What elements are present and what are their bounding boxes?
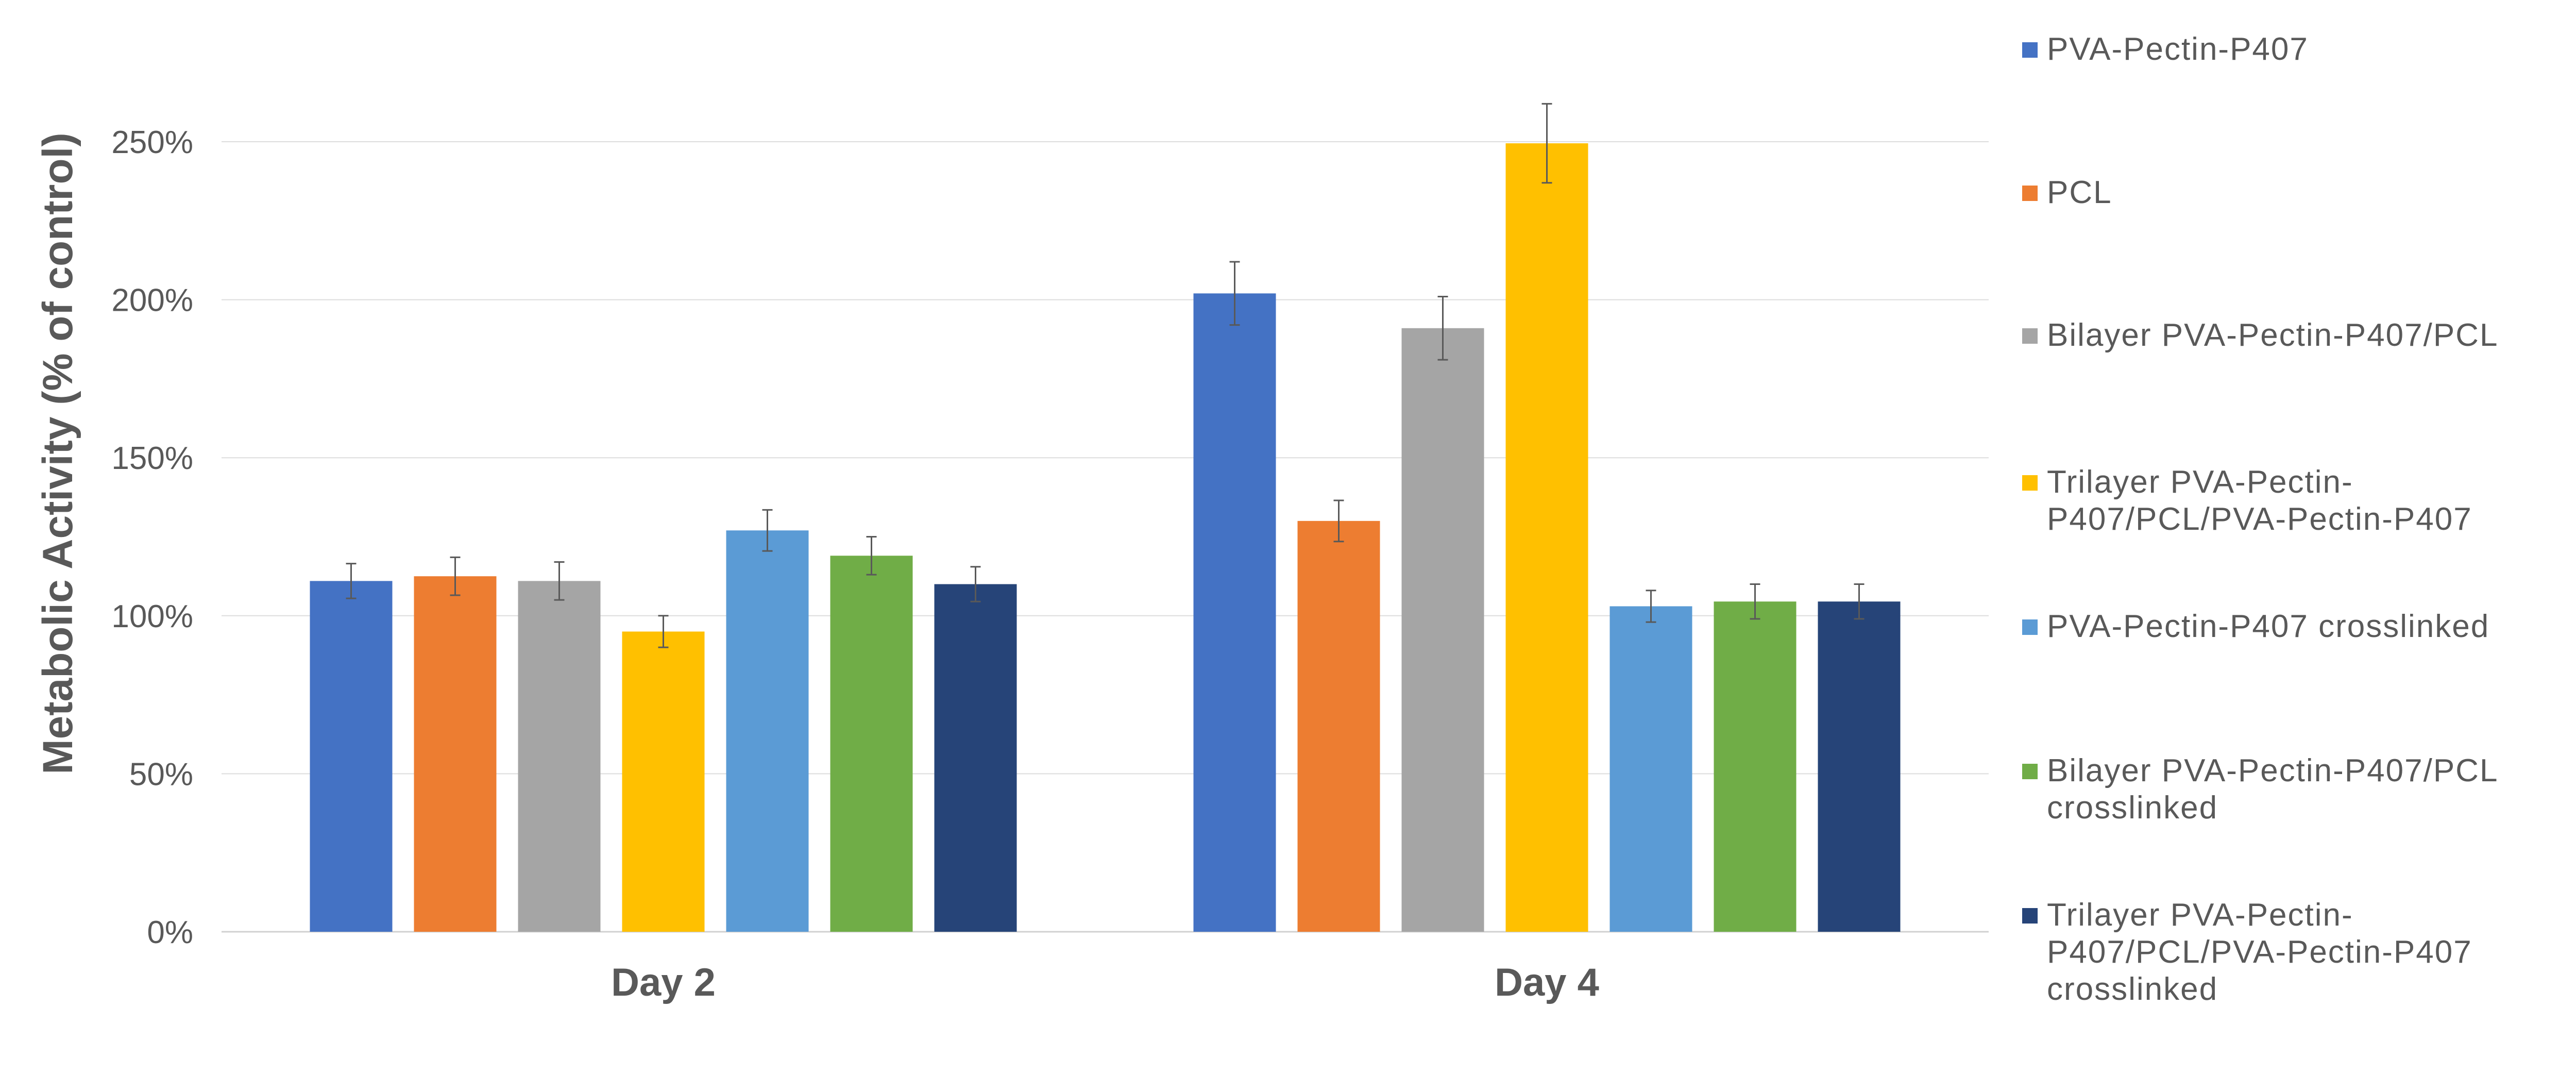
y-tick-label: 100% [111, 599, 193, 634]
y-tick-label: 0% [147, 915, 193, 950]
legend-label: Trilayer PVA-Pectin- P407/PCL/PVA-Pectin… [2047, 897, 2472, 1007]
legend-swatch [2022, 908, 2038, 924]
y-tick-labels: 0% 50% 100% 150% 200% 250% [111, 125, 193, 950]
legend-swatch [2022, 186, 2038, 201]
bar [1297, 521, 1380, 932]
bar [414, 576, 497, 932]
y-tick-label: 150% [111, 441, 193, 476]
legend-item: Bilayer PVA-Pectin-P407/PCL [2022, 317, 2567, 354]
legend-label: PVA-Pectin-P407 crosslinked [2047, 609, 2490, 644]
bar [1505, 143, 1588, 932]
bar [1818, 601, 1901, 932]
legend-swatch [2022, 475, 2038, 491]
legend-item: Trilayer PVA-Pectin- P407/PCL/PVA-Pectin… [2022, 897, 2567, 1008]
legend-label: Bilayer PVA-Pectin-P407/PCL crosslinked [2047, 753, 2499, 826]
legend-swatch [2022, 328, 2038, 344]
legend-item: PVA-Pectin-P407 crosslinked [2022, 608, 2567, 645]
bar [518, 581, 601, 932]
legend-swatch [2022, 764, 2038, 779]
y-tick-label: 250% [111, 125, 193, 160]
bar [1609, 606, 1692, 932]
legend-label: Trilayer PVA-Pectin- P407/PCL/PVA-Pectin… [2047, 464, 2472, 537]
legend-label: PCL [2047, 175, 2112, 210]
bar [1401, 328, 1484, 932]
x-category-labels: Day 2 Day 4 [611, 961, 1599, 1004]
bar [310, 581, 393, 932]
gridlines [222, 141, 1989, 933]
legend-item: Bilayer PVA-Pectin-P407/PCL crosslinked [2022, 752, 2567, 827]
bar [622, 631, 705, 932]
bar [1714, 601, 1797, 932]
y-axis-label: Metabolic Activity (% of control) [35, 132, 81, 774]
legend-item: PCL [2022, 174, 2567, 211]
x-category-label: Day 2 [611, 961, 716, 1004]
bar [830, 556, 913, 932]
legend-item: PVA-Pectin-P407 [2022, 31, 2567, 68]
bars [310, 143, 1901, 932]
legend-swatch [2022, 619, 2038, 635]
y-tick-label: 50% [129, 757, 193, 792]
legend-label: PVA-Pectin-P407 [2047, 31, 2309, 67]
bar [1193, 293, 1276, 932]
legend-label: Bilayer PVA-Pectin-P407/PCL [2047, 317, 2499, 353]
x-category-label: Day 4 [1495, 961, 1599, 1004]
y-tick-label: 200% [111, 283, 193, 318]
legend-item: Trilayer PVA-Pectin- P407/PCL/PVA-Pectin… [2022, 464, 2567, 538]
error-bars [346, 103, 1865, 648]
bar [726, 530, 809, 932]
bar [934, 584, 1017, 932]
legend-swatch [2022, 42, 2038, 58]
